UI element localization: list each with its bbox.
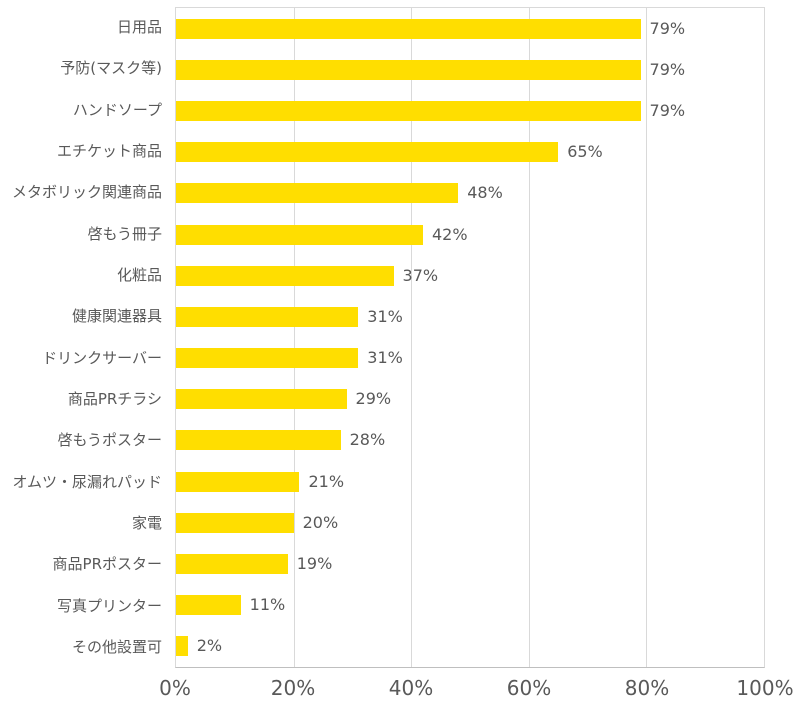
category-label: メタボリック関連商品 <box>11 183 162 202</box>
x-tick-label: 100% <box>736 676 794 700</box>
bar-row: 29% <box>176 379 764 420</box>
value-label: 29% <box>355 389 392 409</box>
value-axis: 0% 20% 40% 60% 80% 100% <box>159 676 793 708</box>
value-label: 79% <box>649 59 686 79</box>
x-tick-label: 0% <box>159 676 191 700</box>
x-tick-label: 20% <box>270 676 316 700</box>
value-label: 31% <box>367 306 403 326</box>
bar <box>176 595 241 616</box>
bar-row: 19% <box>176 543 764 584</box>
category-label: エチケット商品 <box>56 142 162 161</box>
category-label: 商品PRチラシ <box>67 389 162 408</box>
bar <box>176 348 359 369</box>
bar-row: 28% <box>176 420 764 461</box>
value-label: 79% <box>649 18 686 38</box>
category-label: ドリンクサーバー <box>42 348 162 367</box>
value-label: 20% <box>302 512 339 532</box>
category-label: 日用品 <box>116 18 162 37</box>
bar <box>176 430 341 451</box>
value-label: 2% <box>196 636 223 656</box>
category-label: 予防(マスク等) <box>60 59 162 78</box>
bar <box>176 59 641 80</box>
gridline <box>528 8 530 667</box>
bar-row: 48% <box>176 173 764 214</box>
bar <box>176 183 459 204</box>
bar-row: 20% <box>176 502 764 543</box>
value-label: 65% <box>567 142 603 162</box>
value-label: 28% <box>349 430 386 450</box>
bar-row: 37% <box>176 255 764 296</box>
bar-row: 31% <box>176 338 764 379</box>
bar <box>176 224 423 245</box>
bar-rows: 79% 79% 79% 65% 48% 42% 37% 31% 31% 29% 28% 21% 20% 1… <box>176 8 764 667</box>
category-label: 啓もうポスター <box>57 431 162 450</box>
category-label: 健康関連器具 <box>71 307 162 326</box>
bar <box>176 389 347 410</box>
category-label: その他設置可 <box>71 637 162 656</box>
x-tick-label: 60% <box>506 676 552 700</box>
bar-row: 79% <box>176 49 764 90</box>
category-label: 化粧品 <box>116 266 162 285</box>
bar <box>176 18 641 39</box>
value-label: 42% <box>431 224 468 244</box>
category-label: 商品PRポスター <box>52 555 162 574</box>
bar <box>176 471 300 492</box>
gridline <box>411 8 413 667</box>
bar <box>176 512 294 533</box>
category-label: 啓もう冊子 <box>87 224 162 243</box>
bar-row: 42% <box>176 214 764 255</box>
x-tick-label: 40% <box>388 676 434 700</box>
bar <box>176 265 394 286</box>
x-tick-label: 80% <box>624 676 670 700</box>
bar-row: 2% <box>176 626 764 667</box>
value-label: 48% <box>467 183 503 203</box>
bar-row: 21% <box>176 461 764 502</box>
bar-row: 65% <box>176 132 764 173</box>
bar <box>176 636 188 657</box>
bar <box>176 142 559 163</box>
gridline <box>293 8 295 667</box>
value-label: 31% <box>367 348 403 368</box>
gridline <box>646 8 648 667</box>
category-label: 家電 <box>131 513 162 532</box>
bar <box>176 306 359 327</box>
value-label: 19% <box>296 554 333 574</box>
category-label: ハンドソープ <box>72 100 162 119</box>
value-label: 79% <box>649 100 686 120</box>
bar-row: 79% <box>176 90 764 131</box>
bar <box>176 100 641 121</box>
bar-row: 79% <box>176 8 764 49</box>
value-label: 11% <box>249 595 286 615</box>
value-label: 37% <box>402 265 439 285</box>
plot-area: 79% 79% 79% 65% 48% 42% 37% 31% 31% 29% 28% 21% 20% 1… <box>175 7 765 668</box>
value-label: 21% <box>308 471 345 491</box>
bar-row: 11% <box>176 585 764 626</box>
category-axis: 日用品予防(マスク等) ハンドソープエチケット商品メタボリック関連商品啓もう冊子化… <box>0 7 162 668</box>
bar <box>176 554 288 575</box>
category-label: 写真プリンター <box>56 596 162 615</box>
category-label: オムツ・尿漏れパッド <box>12 472 162 491</box>
bar-row: 31% <box>176 296 764 337</box>
